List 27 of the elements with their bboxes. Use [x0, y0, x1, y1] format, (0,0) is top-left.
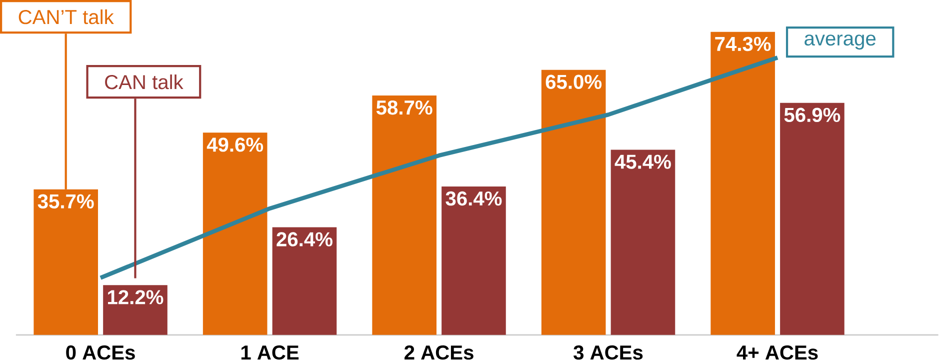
x-tick-label: 2 ACEs — [404, 345, 474, 360]
data-label: 65.0% — [546, 74, 602, 89]
bar — [780, 102, 844, 335]
data-label: 26.4% — [276, 232, 332, 246]
x-tick-label: 4+ ACEs — [736, 345, 818, 360]
data-label: 49.6% — [206, 137, 264, 152]
data-label: 35.7% — [38, 194, 94, 208]
x-tick-label: 0 ACEs — [66, 345, 135, 360]
data-label: 56.9% — [784, 108, 840, 122]
bar — [202, 132, 268, 335]
bar — [372, 95, 436, 335]
text: CAN’T talk — [18, 9, 114, 24]
x-tick-label: 3 ACEs — [574, 345, 643, 360]
data-label: 45.4% — [614, 154, 671, 169]
data-label: 12.2% — [108, 290, 164, 304]
bar — [710, 32, 775, 335]
bar — [272, 227, 337, 335]
text: CAN talk — [105, 74, 184, 90]
x-tick-label: 1 ACE — [241, 345, 299, 360]
bar — [442, 186, 506, 335]
bar — [610, 150, 676, 335]
data-label: 36.4% — [446, 191, 502, 206]
bar — [103, 284, 168, 335]
bar — [541, 70, 606, 335]
data-label: 74.3% — [715, 36, 771, 51]
series-label: average — [804, 34, 876, 50]
data-label: 58.7% — [376, 100, 432, 115]
